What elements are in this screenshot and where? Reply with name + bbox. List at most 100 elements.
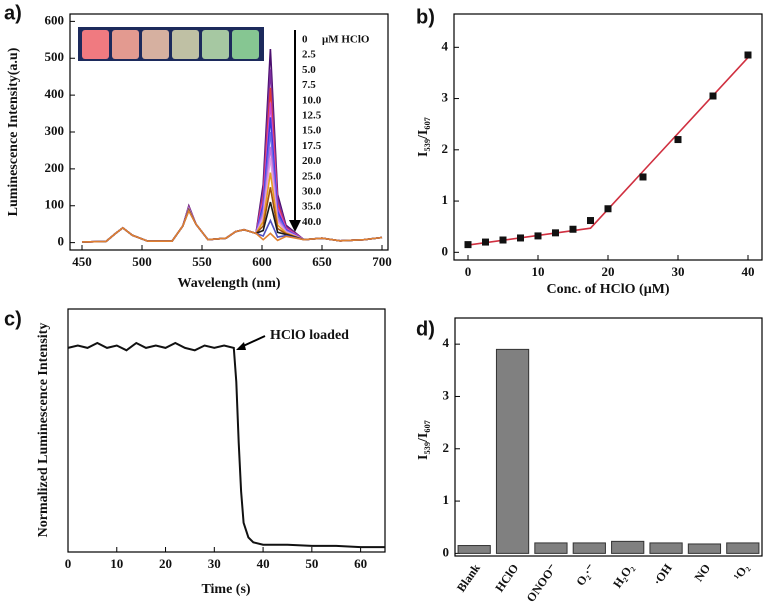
x-tick-label: 700: [372, 254, 392, 269]
legend-label: 10.0: [302, 94, 322, 106]
y-tick-label: 300: [45, 123, 65, 138]
legend-label: 20.0: [302, 155, 322, 167]
bar: [495, 348, 530, 554]
vial: [172, 30, 199, 59]
y-tick-label: 0: [442, 243, 449, 258]
bar: [649, 542, 683, 554]
spectrum-line: [81, 87, 383, 243]
x-tick-label: 550: [192, 254, 212, 269]
vial: [232, 30, 259, 59]
spectrum-line: [81, 146, 383, 243]
spectrum-line: [81, 208, 383, 243]
x-axis-label: Time (s): [201, 582, 250, 597]
x-axis-label: Conc. of HClO (μM): [546, 282, 669, 297]
legend-label: 30.0: [302, 186, 322, 198]
x-tick-label: 650: [312, 254, 332, 269]
data-point: [587, 217, 594, 225]
annotation: HClO loaded: [270, 328, 349, 343]
x-tick-label: HClO: [492, 561, 521, 594]
legend-label: 15.0: [302, 125, 322, 137]
y-tick-label: 1: [442, 192, 449, 207]
bar: [572, 542, 606, 554]
legend-label: 17.5: [302, 140, 322, 152]
data-point: [482, 238, 489, 246]
spectrum-line: [81, 102, 383, 243]
spectrum-line: [81, 117, 383, 243]
x-tick-label: 450: [72, 254, 92, 269]
y-tick-label: 0: [443, 544, 450, 559]
spectrum-line: [81, 209, 383, 243]
annotation-arrow-head: [236, 342, 246, 350]
data-point: [552, 229, 559, 237]
x-tick-label: 40: [257, 556, 270, 571]
bar: [457, 545, 491, 554]
legend-unit: μM HClO: [322, 34, 370, 46]
y-tick-label: 2: [443, 440, 450, 455]
data-point: [709, 92, 717, 100]
y-tick-label: 200: [45, 160, 65, 175]
x-tick-label: 0: [65, 556, 72, 571]
x-tick-label: 60: [354, 556, 367, 571]
x-tick-label: 20: [602, 264, 615, 279]
vial: [142, 30, 169, 59]
y-tick-label: 0: [58, 234, 65, 249]
data-line: [67, 341, 385, 549]
legend-label: 0: [302, 34, 308, 46]
annotation-arrow: [240, 335, 266, 348]
x-tick-label: 10: [110, 556, 123, 571]
data-point: [604, 205, 612, 213]
spectrum-line: [81, 69, 383, 243]
y-axis-label: Luminescence Intensity(a.u): [6, 47, 21, 216]
y-tick-label: 400: [45, 86, 65, 101]
bar: [611, 540, 645, 554]
y-tick-label: 3: [442, 90, 449, 105]
x-tick-label: 600: [252, 254, 272, 269]
x-tick-label: NO: [691, 561, 713, 584]
legend-label: 5.0: [302, 64, 316, 76]
panel-label: c): [4, 308, 22, 330]
x-tick-label: 20: [159, 556, 172, 571]
data-point: [569, 225, 577, 233]
x-tick-label: Blank: [454, 561, 483, 594]
spectrum-line: [81, 157, 383, 243]
vial: [82, 30, 109, 59]
x-tick-label: 50: [305, 556, 318, 571]
fit-line: [467, 57, 749, 246]
y-tick-label: 4: [443, 335, 450, 350]
legend-label: 35.0: [302, 201, 322, 213]
legend-label: 12.5: [302, 110, 322, 122]
legend-label: 40.0: [302, 216, 322, 228]
panel-label: d): [416, 318, 435, 340]
bar: [534, 542, 568, 554]
y-tick-label: 2: [442, 141, 449, 156]
y-axis-label: Normalized Luminescence Intensity: [36, 323, 51, 538]
vial: [112, 30, 139, 59]
x-axis-label: Wavelength (nm): [177, 276, 280, 291]
spectrum-line: [81, 48, 383, 243]
spectrum-line: [81, 131, 383, 243]
y-axis-label: I₅₃₉/I₆₀₇: [416, 420, 431, 460]
plot-frame: [67, 308, 386, 553]
y-tick-label: 100: [45, 197, 65, 212]
data-point: [639, 173, 647, 181]
spectrum-line: [81, 201, 383, 243]
x-tick-label: 40: [742, 264, 755, 279]
legend-label: 25.0: [302, 170, 322, 182]
x-tick-label: H₂O₂: [610, 561, 637, 591]
legend-label: 2.5: [302, 49, 316, 61]
panel-label: b): [416, 6, 435, 28]
x-tick-label: ONOO⁻: [524, 561, 560, 604]
x-tick-label: ·OH: [650, 561, 675, 588]
y-axis-label: I₅₃₉/I₆₀₇: [416, 117, 431, 157]
vial: [202, 30, 229, 59]
x-tick-label: 0: [465, 264, 472, 279]
legend-label: 7.5: [302, 79, 316, 91]
plot-frame: [453, 13, 763, 261]
data-point: [674, 136, 682, 144]
data-point: [534, 232, 542, 240]
x-tick-label: ¹O₂: [731, 561, 752, 583]
data-point: [464, 241, 472, 249]
x-tick-label: 10: [532, 264, 545, 279]
x-tick-label: O₂·⁻: [573, 561, 598, 588]
